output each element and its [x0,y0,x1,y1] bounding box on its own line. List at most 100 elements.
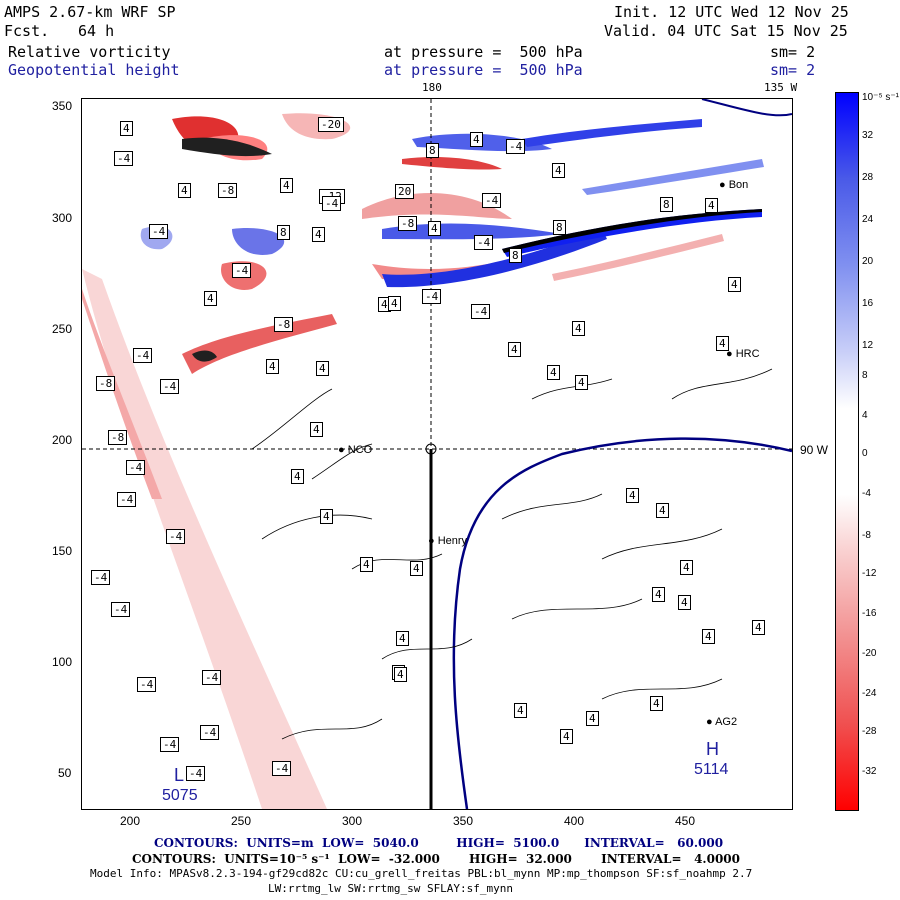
contour-label: -4 [474,235,494,250]
contour-label: -4 [114,151,134,166]
contour-label: 4 [547,365,560,380]
contour-label: -4 [126,460,146,475]
contour-label: 4 [204,291,217,306]
contour-label: 8 [509,248,522,263]
contour-label: -4 [506,139,526,154]
contour-label: 4 [394,667,407,682]
pressure-level-1: at pressure = 500 hPa [384,43,583,61]
contour-label: 4 [652,587,665,602]
high-marker: H [706,739,719,759]
contour-label: -4 [133,348,153,363]
geopotential-contour [452,437,792,809]
contour-label: 4 [626,488,639,503]
contour-label: 4 [514,703,527,718]
map-plot-area: 4 -4 -20 -8 -12 4 4 -4 20 4 8 -4 4 -4 -8… [82,99,792,809]
x-tick-label: 200 [120,814,141,828]
station-bon: ● Bon [719,179,749,191]
model-info-2: LW:rrtmg_lw SW:rrtmg_sw SFLAY:sf_mynn [268,882,514,895]
y-tick-label: 150 [52,544,73,558]
colorbar-label: -12 [862,568,877,579]
low-value: 5075 [162,787,198,804]
contour-label: 4 [650,696,663,711]
plot-frame [81,98,793,810]
contour-label: 4 [312,227,325,242]
x-tick-label: 450 [675,814,696,828]
smoothing-1: sm= 2 [770,43,816,61]
contour-label: -8 [108,430,128,445]
x-tick-label: 400 [564,814,585,828]
colorbar-label: 24 [862,214,874,225]
contour-label: 8 [660,197,673,212]
contour-label: 4 [388,296,401,311]
contour-label: -8 [218,183,238,198]
y-tick-label: 50 [58,766,72,780]
colorbar-label: 32 [862,130,874,141]
colorbar-label: 20 [862,256,874,267]
init-time: Init. 12 UTC Wed 12 Nov 25 [614,3,849,21]
y-tick-label: 350 [52,99,73,113]
contour-label: -4 [202,670,222,685]
contour-label: 4 [360,557,373,572]
colorbar-label: 0 [862,448,868,459]
contour-label: 4 [572,321,585,336]
contour-label: 4 [716,336,729,351]
contour-label: -4 [111,602,131,617]
valid-time: Valid. 04 UTC Sat 15 Nov 25 [604,22,848,40]
vorticity-colorbar [835,92,859,811]
contour-label: 4 [575,375,588,390]
contour-label: 4 [678,595,691,610]
contour-label: -4 [482,193,502,208]
contour-label: 4 [320,509,333,524]
colorbar-label: -24 [862,688,877,699]
contour-label: -8 [274,317,294,332]
colorbar-label: -20 [862,648,877,659]
contour-label: 4 [728,277,741,292]
contour-label: -4 [200,725,220,740]
contour-label: 4 [120,121,133,136]
contour-label: 4 [705,198,718,213]
colorbar-label: 4 [862,410,868,421]
contour-label: 4 [291,469,304,484]
model-title: AMPS 2.67-km WRF SP [4,3,176,21]
high-value: 5114 [694,761,729,778]
contour-label: 4 [410,561,423,576]
top-longitude-135w: 135 W [764,81,798,94]
contour-label: 8 [553,220,566,235]
contour-label: -4 [322,196,342,211]
right-longitude-label: 90 W [800,443,829,457]
contour-label: -4 [137,677,157,692]
contour-label: -4 [117,492,137,507]
smoothing-2: sm= 2 [770,61,816,79]
station-hrc: ● HRC [726,348,760,360]
field-vorticity: Relative vorticity [8,43,171,61]
contour-label: 4 [310,422,323,437]
contour-label: 4 [552,163,565,178]
contour-label: -4 [160,379,180,394]
colorbar-unit: 10⁻⁵ s⁻¹ [862,92,899,103]
contour-label: -4 [166,529,186,544]
contour-label: -8 [398,216,418,231]
x-tick-label: 300 [342,814,363,828]
contour-label: 8 [277,225,290,240]
top-longitude-180: 180 [422,81,442,94]
contour-label: 4 [396,631,409,646]
contour-label: -4 [471,304,491,319]
contour-label: 4 [702,629,715,644]
y-tick-label: 250 [52,322,73,336]
pressure-level-2: at pressure = 500 hPa [384,61,583,79]
contour-label: 4 [508,342,521,357]
contour-label: 4 [560,729,573,744]
contour-label: 4 [656,503,669,518]
model-info: Model Info: MPASv8.2.3-194-gf29cd82c CU:… [90,867,753,880]
vorticity-contour-info: CONTOURS: UNITS=10⁻⁵ s⁻¹ LOW= -32.000 HI… [132,852,740,866]
x-tick-label: 250 [231,814,252,828]
y-tick-label: 300 [52,211,73,225]
y-tick-label: 100 [52,655,73,669]
contour-label: -4 [422,289,442,304]
colorbar-label: -28 [862,726,877,737]
contour-label: -8 [96,376,116,391]
contour-label: 4 [266,359,279,374]
contour-label: 4 [178,183,191,198]
y-tick-label: 200 [52,433,73,447]
